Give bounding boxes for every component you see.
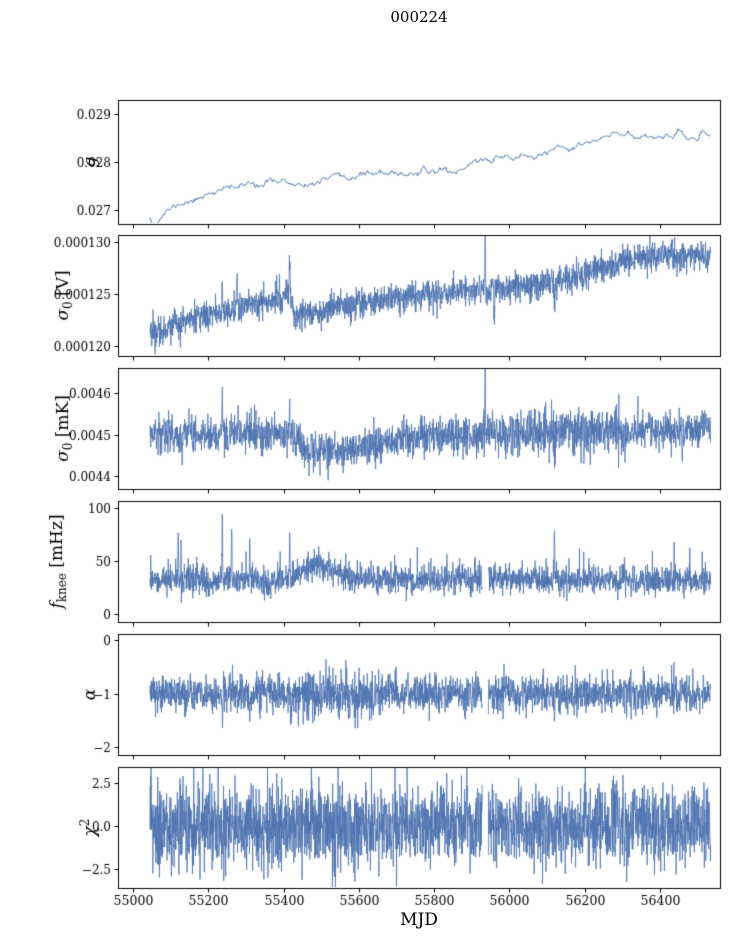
x-axis-label: MJD <box>400 910 438 930</box>
